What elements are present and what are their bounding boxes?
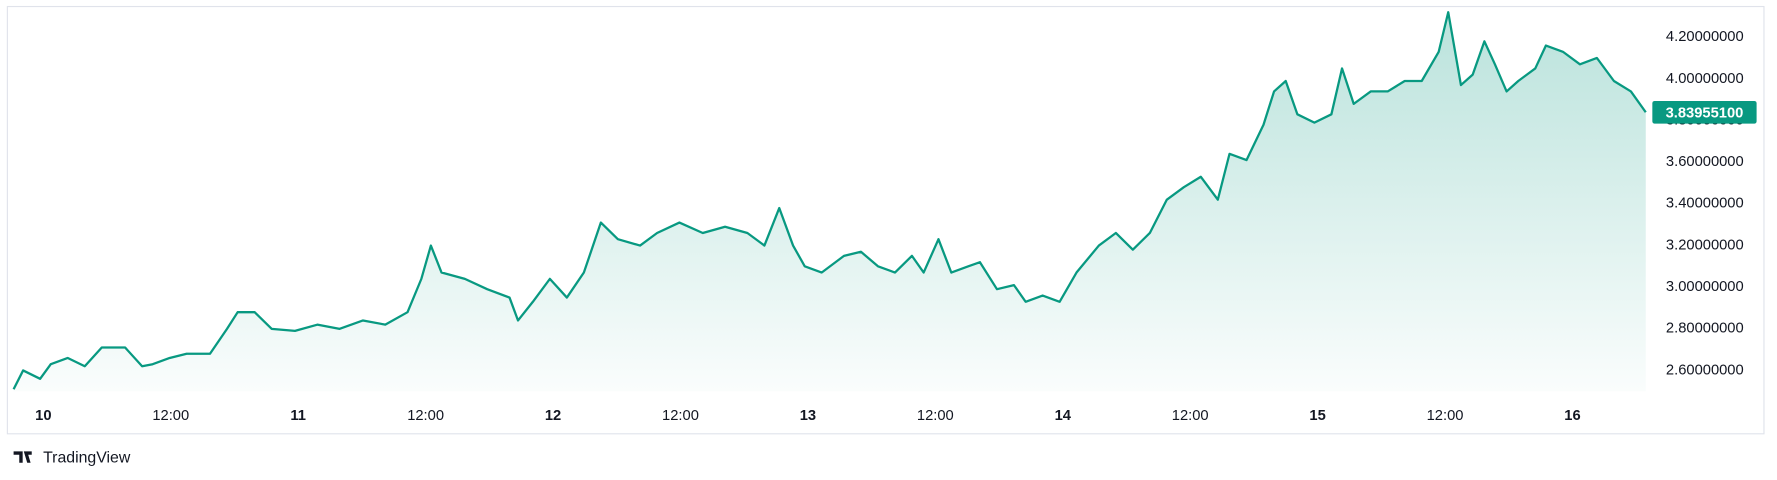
last-price-label: 3.83955100 bbox=[1666, 105, 1744, 121]
x-tick-label: 12:00 bbox=[917, 408, 954, 424]
x-tick-label: 12:00 bbox=[152, 408, 189, 424]
y-tick-label: 3.20000000 bbox=[1666, 237, 1744, 253]
x-tick-label: 10 bbox=[35, 408, 51, 424]
x-tick-label: 16 bbox=[1564, 408, 1580, 424]
attribution: TradingView bbox=[43, 449, 131, 466]
x-tick-label: 11 bbox=[290, 408, 306, 424]
y-tick-label: 3.40000000 bbox=[1666, 196, 1744, 212]
x-tick-label: 12:00 bbox=[1427, 408, 1464, 424]
x-tick-label: 12 bbox=[545, 408, 561, 424]
x-tick-label: 13 bbox=[800, 408, 816, 424]
area bbox=[13, 12, 1646, 392]
y-tick-label: 4.00000000 bbox=[1666, 71, 1744, 87]
x-tick-label: 12:00 bbox=[662, 408, 699, 424]
y-tick-label: 4.20000000 bbox=[1666, 29, 1744, 45]
y-tick-label: 2.80000000 bbox=[1666, 321, 1744, 337]
x-tick-label: 12:00 bbox=[1172, 408, 1209, 424]
x-tick-label: 15 bbox=[1309, 408, 1325, 424]
tradingview-logo bbox=[13, 451, 32, 463]
last-price-tag bbox=[1652, 100, 1757, 124]
y-tick-label: 3.60000000 bbox=[1666, 154, 1744, 170]
chart-frame bbox=[6, 5, 1765, 435]
y-tick-label: 2.60000000 bbox=[1666, 362, 1744, 378]
line bbox=[12, 11, 1647, 390]
x-tick-label: 12:00 bbox=[407, 408, 444, 424]
x-tick-label: 14 bbox=[1055, 408, 1072, 424]
y-tick-label: 3.00000000 bbox=[1666, 279, 1744, 295]
